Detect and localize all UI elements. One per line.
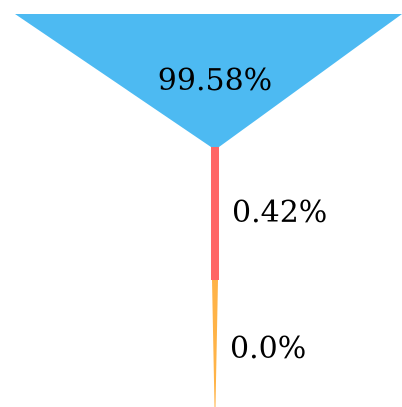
funnel-stage-2 xyxy=(212,280,218,407)
funnel-stage-1 xyxy=(211,147,219,280)
funnel-label-2: 0.0% xyxy=(230,331,306,366)
funnel-label-0: 99.58% xyxy=(158,63,272,98)
funnel-label-1: 0.42% xyxy=(232,195,327,230)
funnel-stage-0 xyxy=(15,14,402,147)
